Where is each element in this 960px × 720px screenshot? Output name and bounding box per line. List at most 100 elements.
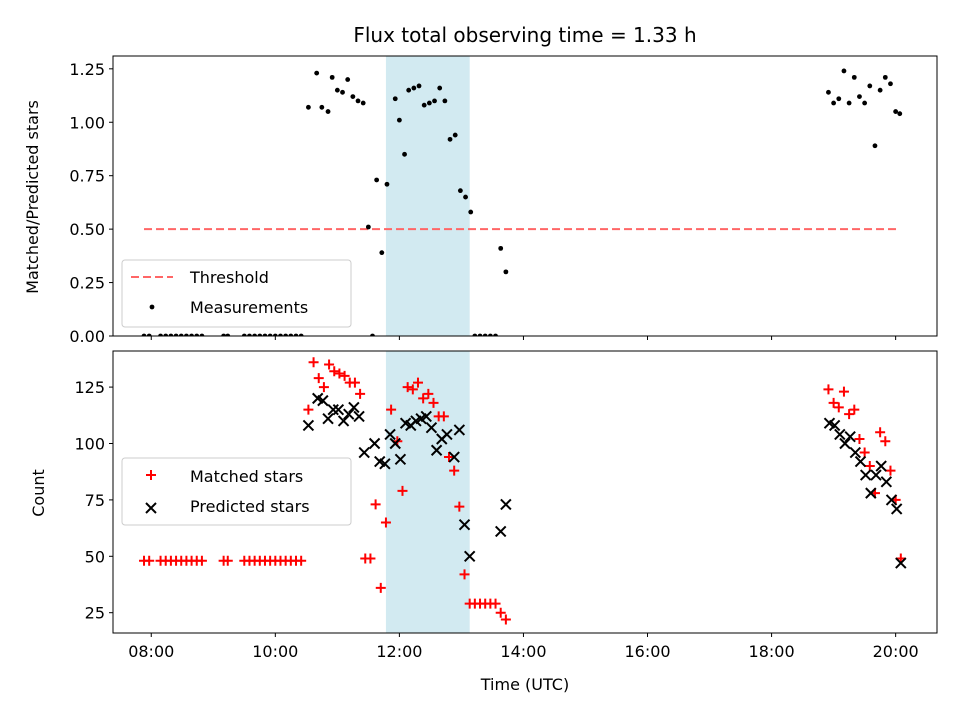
bottom-y-tick-label: 25 xyxy=(85,604,105,623)
measurement-point xyxy=(402,151,407,157)
matched-star-point xyxy=(449,465,460,476)
matched-star-point xyxy=(833,402,844,413)
measurement-point xyxy=(457,188,463,194)
measurement-point xyxy=(173,333,179,336)
matched-star-point xyxy=(402,382,413,393)
top-y-tick-label: 1.00 xyxy=(69,113,105,132)
measurement-point xyxy=(826,89,831,95)
matched-star-point xyxy=(196,555,207,566)
measurement-point xyxy=(225,333,231,336)
bottom-legend: Matched stars Predicted stars xyxy=(121,457,352,526)
legend-predicted-swatch xyxy=(145,502,157,514)
matched-star-point xyxy=(397,485,408,496)
legend-matched-swatch xyxy=(146,470,156,480)
predicted-star-point xyxy=(358,446,370,459)
bottom-axes-frame xyxy=(112,350,938,634)
predicted-star-point xyxy=(448,451,460,463)
x-tick-label: 20:00 xyxy=(873,642,919,661)
predicted-star-point xyxy=(368,437,381,450)
matched-star-point xyxy=(386,404,397,415)
measurement-point xyxy=(267,333,273,336)
matched-star-point xyxy=(370,499,381,510)
matched-star-point xyxy=(355,388,366,399)
measurement-point xyxy=(178,333,184,336)
predicted-star-point xyxy=(895,557,907,569)
matched-star-point xyxy=(303,404,314,415)
matched-star-point xyxy=(329,366,340,377)
matched-star-point xyxy=(490,598,501,609)
measurement-point xyxy=(437,85,443,91)
matched-star-point xyxy=(844,409,855,420)
predicted-star-point xyxy=(389,437,401,450)
measurement-point xyxy=(355,98,361,104)
measurement-point xyxy=(897,111,903,117)
measurement-point xyxy=(370,333,375,336)
measurement-point xyxy=(262,333,268,336)
matched-star-point xyxy=(222,555,233,566)
predicted-star-point xyxy=(494,525,507,538)
top-shaded-span xyxy=(385,56,470,336)
matched-star-point xyxy=(838,386,849,397)
predicted-star-point xyxy=(327,403,339,416)
top-y-tick-label: 1.25 xyxy=(69,60,105,79)
measurement-point xyxy=(288,333,294,336)
measurement-point xyxy=(421,102,427,108)
measurement-point xyxy=(340,89,345,95)
measurement-point xyxy=(493,333,498,336)
matched-star-point xyxy=(428,397,439,408)
measurement-point xyxy=(168,333,174,336)
measurement-point xyxy=(882,74,888,80)
matched-star-point xyxy=(828,397,839,408)
top-legend: Threshold Measurements xyxy=(121,259,352,328)
measurement-point xyxy=(487,333,493,336)
measurement-point xyxy=(396,117,402,123)
measurement-point xyxy=(146,333,152,336)
measurement-point xyxy=(384,181,390,187)
legend-measurement-label: Measurements xyxy=(190,298,308,317)
measurement-point xyxy=(477,333,483,336)
measurement-point xyxy=(888,81,893,87)
measurement-point xyxy=(184,333,189,336)
matched-star-point xyxy=(412,377,423,388)
matched-star-point xyxy=(495,607,506,618)
matched-star-point xyxy=(407,384,418,395)
matched-star-point xyxy=(423,388,434,399)
matched-star-point xyxy=(864,461,875,472)
x-tick-label: 10:00 xyxy=(252,642,298,661)
matched-star-point xyxy=(885,465,896,476)
predicted-star-point xyxy=(302,419,315,432)
predicted-star-point xyxy=(854,455,867,468)
measurement-point xyxy=(426,100,432,106)
measurement-point xyxy=(360,100,366,106)
measurement-point xyxy=(298,333,304,336)
matched-star-point xyxy=(349,377,360,388)
predicted-star-point xyxy=(839,437,851,450)
top-panel: 0.00 0.25 0.50 0.75 1.00 1.25 Threshold Measure… xyxy=(69,55,938,346)
measurement-point xyxy=(334,87,340,93)
measurement-point xyxy=(851,74,857,80)
matched-star-point xyxy=(334,368,345,379)
bottom-y-tick-label: 100 xyxy=(74,434,105,453)
top-y-tick-label: 0.00 xyxy=(69,327,105,346)
measurement-point xyxy=(452,132,458,138)
measurement-point xyxy=(189,333,194,336)
measurement-point xyxy=(350,94,356,100)
predicted-star-point xyxy=(337,415,350,427)
measurement-point xyxy=(306,104,311,110)
predicted-star-point xyxy=(379,458,391,470)
measurement-point xyxy=(416,83,422,89)
measurement-point xyxy=(325,109,331,114)
measurement-point xyxy=(319,104,325,110)
measurement-point xyxy=(283,333,289,336)
matched-star-point xyxy=(144,555,155,566)
top-y-axis-label: Matched/Predicted stars xyxy=(23,100,42,294)
matched-star-point xyxy=(324,359,335,370)
matched-star-point xyxy=(339,370,350,381)
predicted-star-point xyxy=(859,469,872,481)
matched-star-point xyxy=(308,357,319,368)
measurement-point xyxy=(846,100,852,106)
top-y-tick-label: 0.75 xyxy=(69,167,105,186)
bottom-y-tick-label: 125 xyxy=(74,378,105,397)
predicted-star-point xyxy=(890,503,903,515)
measurement-point xyxy=(831,100,837,106)
